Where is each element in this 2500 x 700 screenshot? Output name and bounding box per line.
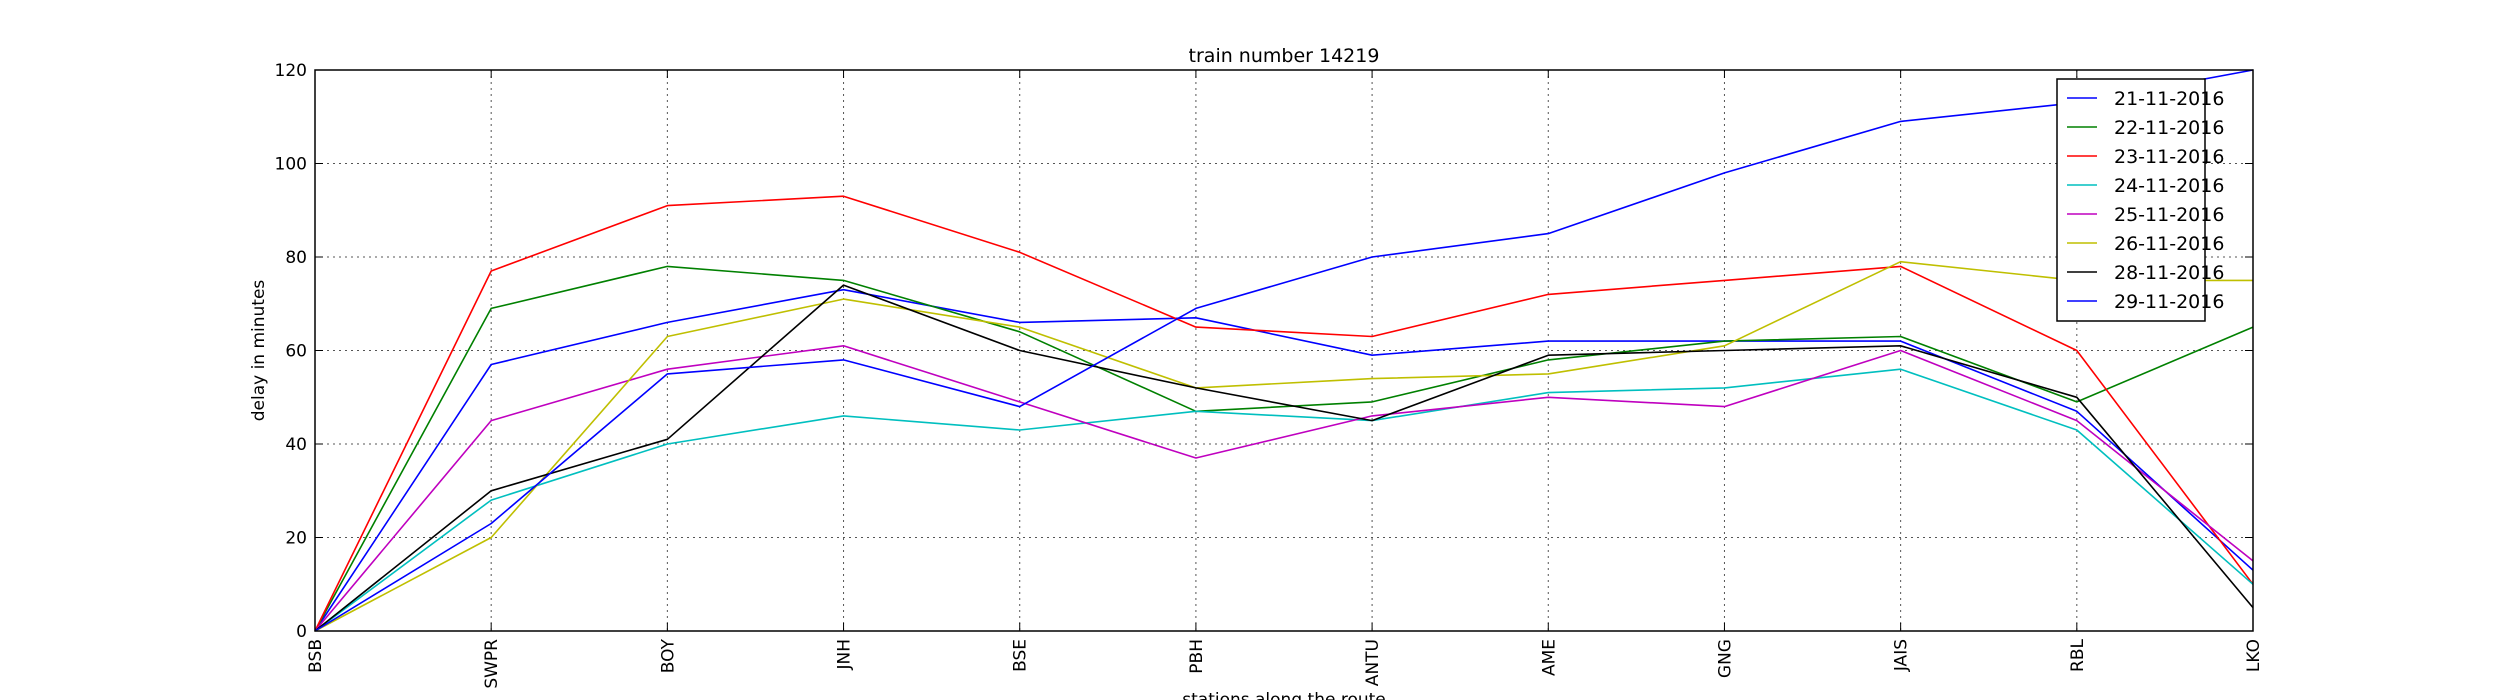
legend-label: 26-11-2016 bbox=[2114, 233, 2224, 255]
x-tick-label: LKO bbox=[2244, 639, 2264, 672]
legend-box bbox=[2056, 78, 2206, 322]
series-line bbox=[314, 69, 2254, 632]
x-tick-label: GNG bbox=[1715, 639, 1735, 678]
series-line bbox=[314, 284, 2254, 632]
series-line bbox=[314, 288, 2254, 632]
legend-label: 24-11-2016 bbox=[2114, 175, 2224, 197]
legend: 21-11-2016 22-11-2016 23-11-2016 24-11-2016… bbox=[2056, 78, 2224, 322]
legend-label: 25-11-2016 bbox=[2114, 204, 2224, 226]
x-tick-label: RBL bbox=[2068, 638, 2088, 671]
series-lines bbox=[314, 69, 2254, 632]
series-line bbox=[314, 260, 2253, 632]
y-tick-label: 100 bbox=[275, 155, 307, 175]
legend-label: 29-11-2016 bbox=[2114, 291, 2224, 313]
x-tick-label: BOY bbox=[658, 638, 678, 673]
series-line bbox=[314, 265, 2254, 632]
legend-label: 21-11-2016 bbox=[2114, 88, 2224, 110]
x-tick-label: ANTU bbox=[1363, 639, 1383, 686]
x-tick-label: JAIS bbox=[1892, 639, 1912, 672]
chart-title: train number 14219 bbox=[1189, 45, 1380, 67]
y-tick-label: 20 bbox=[285, 529, 307, 549]
x-axis-label: stations along the route bbox=[1182, 690, 1386, 700]
x-tick-label: PBH bbox=[1187, 639, 1207, 674]
series-line bbox=[314, 344, 2254, 632]
x-tick-label: SWPR bbox=[482, 639, 502, 689]
legend-label: 22-11-2016 bbox=[2114, 117, 2224, 139]
y-axis-label: delay in minutes bbox=[249, 280, 269, 422]
series-line bbox=[314, 195, 2254, 632]
plot-area-frame bbox=[314, 69, 2254, 632]
x-tick-label: AME bbox=[1539, 639, 1559, 676]
y-tick-label: 60 bbox=[285, 342, 307, 362]
x-tick-label: JNH bbox=[835, 639, 855, 671]
legend-label: 28-11-2016 bbox=[2114, 262, 2224, 284]
series-line bbox=[314, 368, 2254, 632]
y-tick-label: 80 bbox=[285, 248, 307, 268]
axis-ticks: 0 20 40 60 80 100 120 BSB SWPR BOY JNH BSE PBH ANTU AM… bbox=[275, 61, 2264, 689]
grid-lines bbox=[314, 69, 2254, 632]
y-tick-label: 0 bbox=[296, 622, 307, 642]
x-tick-label: BSB bbox=[306, 639, 326, 673]
x-tick-label: BSE bbox=[1011, 639, 1031, 672]
y-tick-label: 120 bbox=[275, 61, 307, 81]
legend-label: 23-11-2016 bbox=[2114, 146, 2224, 168]
y-tick-label: 40 bbox=[285, 435, 307, 455]
